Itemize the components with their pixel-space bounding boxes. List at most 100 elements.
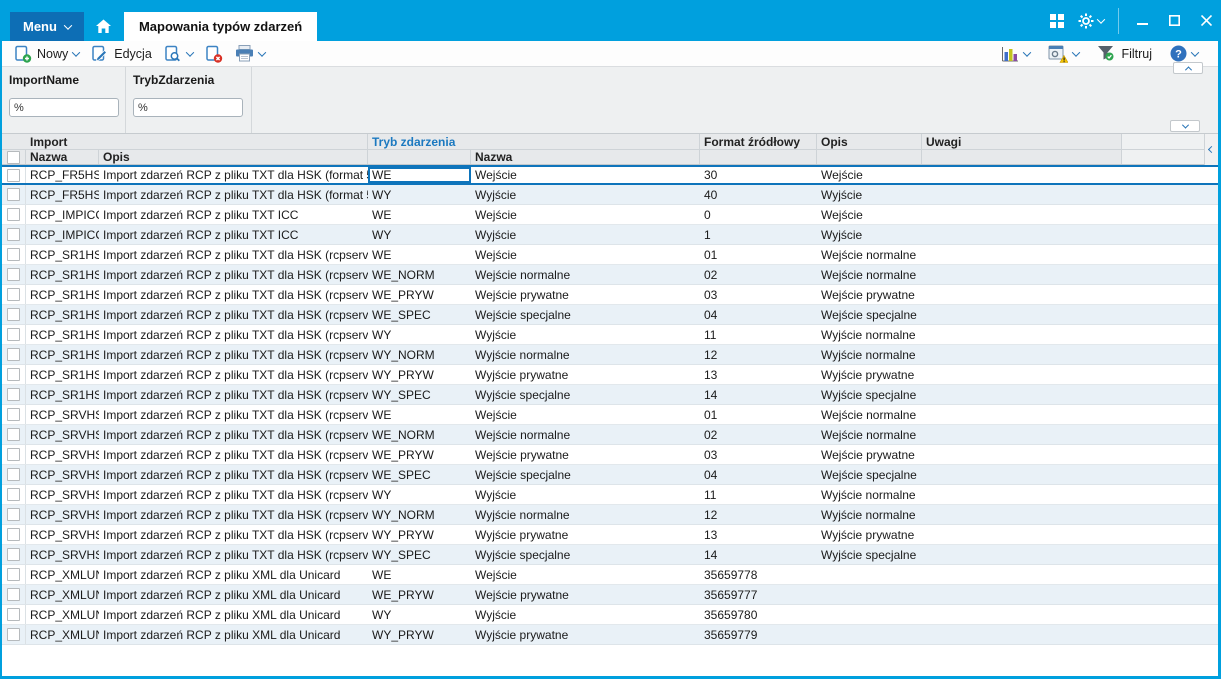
filter-input-importname[interactable] [9,98,119,117]
cell-tryb-nazwa[interactable]: Wejście [475,207,517,222]
row-checkbox[interactable] [7,168,20,182]
column-header-opis[interactable]: Opis [817,134,922,149]
cell-uwagi[interactable] [922,205,1122,224]
cell-tryb-zdarzenia[interactable]: WY [372,607,392,622]
cell-uwagi[interactable] [922,265,1122,284]
edit-button[interactable]: Edycja [85,42,158,66]
cell-uwagi[interactable] [922,625,1122,644]
cell-opis[interactable]: Import zdarzeń RCP z pliku TXT dla HSK (… [103,287,368,302]
row-checkbox[interactable] [7,428,20,441]
cell-uwagi[interactable] [922,305,1122,324]
cell-tryb-zdarzenia[interactable]: WE_SPEC [372,307,431,322]
cell-tryb-zdarzenia[interactable]: WE_PRYW [372,287,434,302]
cell-tryb-nazwa[interactable]: Wyjście normalne [475,507,570,522]
cell-nazwa[interactable]: RCP_SR1HSK [30,287,99,302]
cell-nazwa[interactable]: RCP_SRVHSK [30,427,99,442]
cell-tryb-zdarzenia[interactable]: WE [372,247,392,262]
cell-opis[interactable]: Import zdarzeń RCP z pliku TXT dla HSK (… [103,347,368,362]
row-checkbox[interactable] [7,268,20,281]
cell-format-zrodlowy[interactable]: 13 [704,367,718,382]
cell-opis[interactable]: Wejście normalne [821,427,917,442]
cell-nazwa[interactable]: RCP_SR1HSK [30,267,99,282]
cell-uwagi[interactable] [922,185,1122,204]
cell-tryb-nazwa[interactable]: Wyjście specjalne [475,547,571,562]
chart-view-button[interactable] [995,42,1036,66]
cell-tryb-nazwa[interactable]: Wyjście normalne [475,347,570,362]
cell-format-zrodlowy[interactable]: 35659780 [704,607,758,622]
home-tab-button[interactable] [84,12,124,41]
row-checkbox[interactable] [7,288,20,301]
row-checkbox[interactable] [7,448,20,461]
cell-nazwa[interactable]: RCP_SRVHSK [30,447,99,462]
cell-opis[interactable]: Wejście prywatne [821,447,915,462]
cell-opis[interactable]: Import zdarzeń RCP z pliku TXT ICC [103,207,299,222]
cell-tryb-zdarzenia[interactable]: WY [372,227,392,242]
cell-opis[interactable]: Import zdarzeń RCP z pliku TXT dla HSK (… [103,168,368,182]
row-checkbox[interactable] [7,568,20,581]
cell-format-zrodlowy[interactable]: 12 [704,507,718,522]
cell-uwagi[interactable] [922,565,1122,584]
table-row[interactable]: RCP_IMPICC Import zdarzeń RCP z pliku TX… [2,205,1218,225]
cell-uwagi[interactable] [922,225,1122,244]
maximize-button[interactable] [1165,12,1183,30]
cell-nazwa[interactable]: RCP_SR1HSK [30,367,99,382]
cell-format-zrodlowy[interactable]: 35659778 [704,567,758,582]
cell-tryb-zdarzenia[interactable]: WY_SPEC [372,387,431,402]
table-row[interactable]: RCP_XMLUNI Import zdarzeń RCP z pliku XM… [2,605,1218,625]
cell-format-zrodlowy[interactable]: 1 [704,227,711,242]
cell-tryb-zdarzenia[interactable]: WY_PRYW [372,367,434,382]
cell-opis[interactable]: Import zdarzeń RCP z pliku TXT dla HSK (… [103,187,368,202]
cell-nazwa[interactable]: RCP_SR1HSK [30,327,99,342]
cell-opis[interactable]: Import zdarzeń RCP z pliku TXT dla HSK (… [103,267,368,282]
cell-opis[interactable]: Import zdarzeń RCP z pliku TXT ICC [103,227,299,242]
cell-nazwa[interactable]: RCP_SRVHSK [30,507,99,522]
cell-opis[interactable]: Wejście normalne [821,407,917,422]
column-header-tryb-kod[interactable] [368,150,471,164]
cell-tryb-nazwa[interactable]: Wejście [475,407,517,422]
cell-format-zrodlowy[interactable]: 35659777 [704,587,758,602]
row-checkbox[interactable] [7,608,20,621]
table-row[interactable]: RCP_FR5HSK Import zdarzeń RCP z pliku TX… [2,185,1218,205]
cell-nazwa[interactable]: RCP_SRVHSK [30,547,99,562]
cell-nazwa[interactable]: RCP_XMLUNI [30,607,99,622]
collapse-side-panel-button[interactable] [1204,134,1218,165]
cell-tryb-nazwa[interactable]: Wyjście [475,487,517,502]
cell-tryb-zdarzenia[interactable]: WE_PRYW [372,447,434,462]
cell-nazwa[interactable]: RCP_XMLUNI [30,587,99,602]
cell-nazwa[interactable]: RCP_SR1HSK [30,387,99,402]
table-row[interactable]: RCP_SRVHSK Import zdarzeń RCP z pliku TX… [2,485,1218,505]
tab-mapowania-typow-zdarzen[interactable]: Mapowania typów zdarzeń [123,12,318,41]
cell-opis[interactable]: Import zdarzeń RCP z pliku TXT dla HSK (… [103,367,368,382]
table-row[interactable]: RCP_SR1HSK Import zdarzeń RCP z pliku TX… [2,325,1218,345]
row-checkbox[interactable] [7,188,20,201]
row-checkbox[interactable] [7,328,20,341]
cell-nazwa[interactable]: RCP_SR1HSK [30,347,99,362]
cell-uwagi[interactable] [922,525,1122,544]
filter-button[interactable]: Filtruj [1091,42,1158,66]
cell-uwagi[interactable] [922,345,1122,364]
cell-nazwa[interactable]: RCP_SRVHSK [30,487,99,502]
cell-tryb-nazwa[interactable]: Wyjście [475,607,517,622]
cell-format-zrodlowy[interactable]: 03 [704,287,718,302]
cell-opis[interactable]: Wejście specjalne [821,467,917,482]
table-row[interactable]: RCP_SRVHSK Import zdarzeń RCP z pliku TX… [2,545,1218,565]
table-row[interactable]: RCP_XMLUNI Import zdarzeń RCP z pliku XM… [2,565,1218,585]
cell-tryb-zdarzenia[interactable]: WY_PRYW [372,527,434,542]
cell-opis[interactable]: Wyjście prywatne [821,367,915,382]
cell-tryb-nazwa[interactable]: Wyjście prywatne [475,527,569,542]
cell-opis[interactable]: Wejście normalne [821,267,917,282]
row-checkbox[interactable] [7,208,20,221]
group-header-import[interactable]: Import [26,134,368,149]
cell-opis[interactable]: Wyjście specjalne [821,387,917,402]
cell-opis[interactable] [817,565,922,584]
cell-tryb-zdarzenia[interactable]: WE_PRYW [372,587,434,602]
minimize-button[interactable] [1133,12,1151,30]
cell-opis[interactable]: Import zdarzeń RCP z pliku TXT dla HSK (… [103,507,368,522]
cell-format-zrodlowy[interactable]: 11 [704,327,717,342]
cell-tryb-nazwa[interactable]: Wyjście prywatne [475,367,569,382]
cell-tryb-zdarzenia[interactable]: WE [372,567,392,582]
cell-opis[interactable]: Import zdarzeń RCP z pliku XML dla Unica… [103,567,341,582]
cell-tryb-zdarzenia[interactable]: WE_NORM [372,267,435,282]
cell-opis[interactable]: Import zdarzeń RCP z pliku TXT dla HSK (… [103,547,368,562]
column-header-import-opis[interactable]: Opis [99,150,368,164]
